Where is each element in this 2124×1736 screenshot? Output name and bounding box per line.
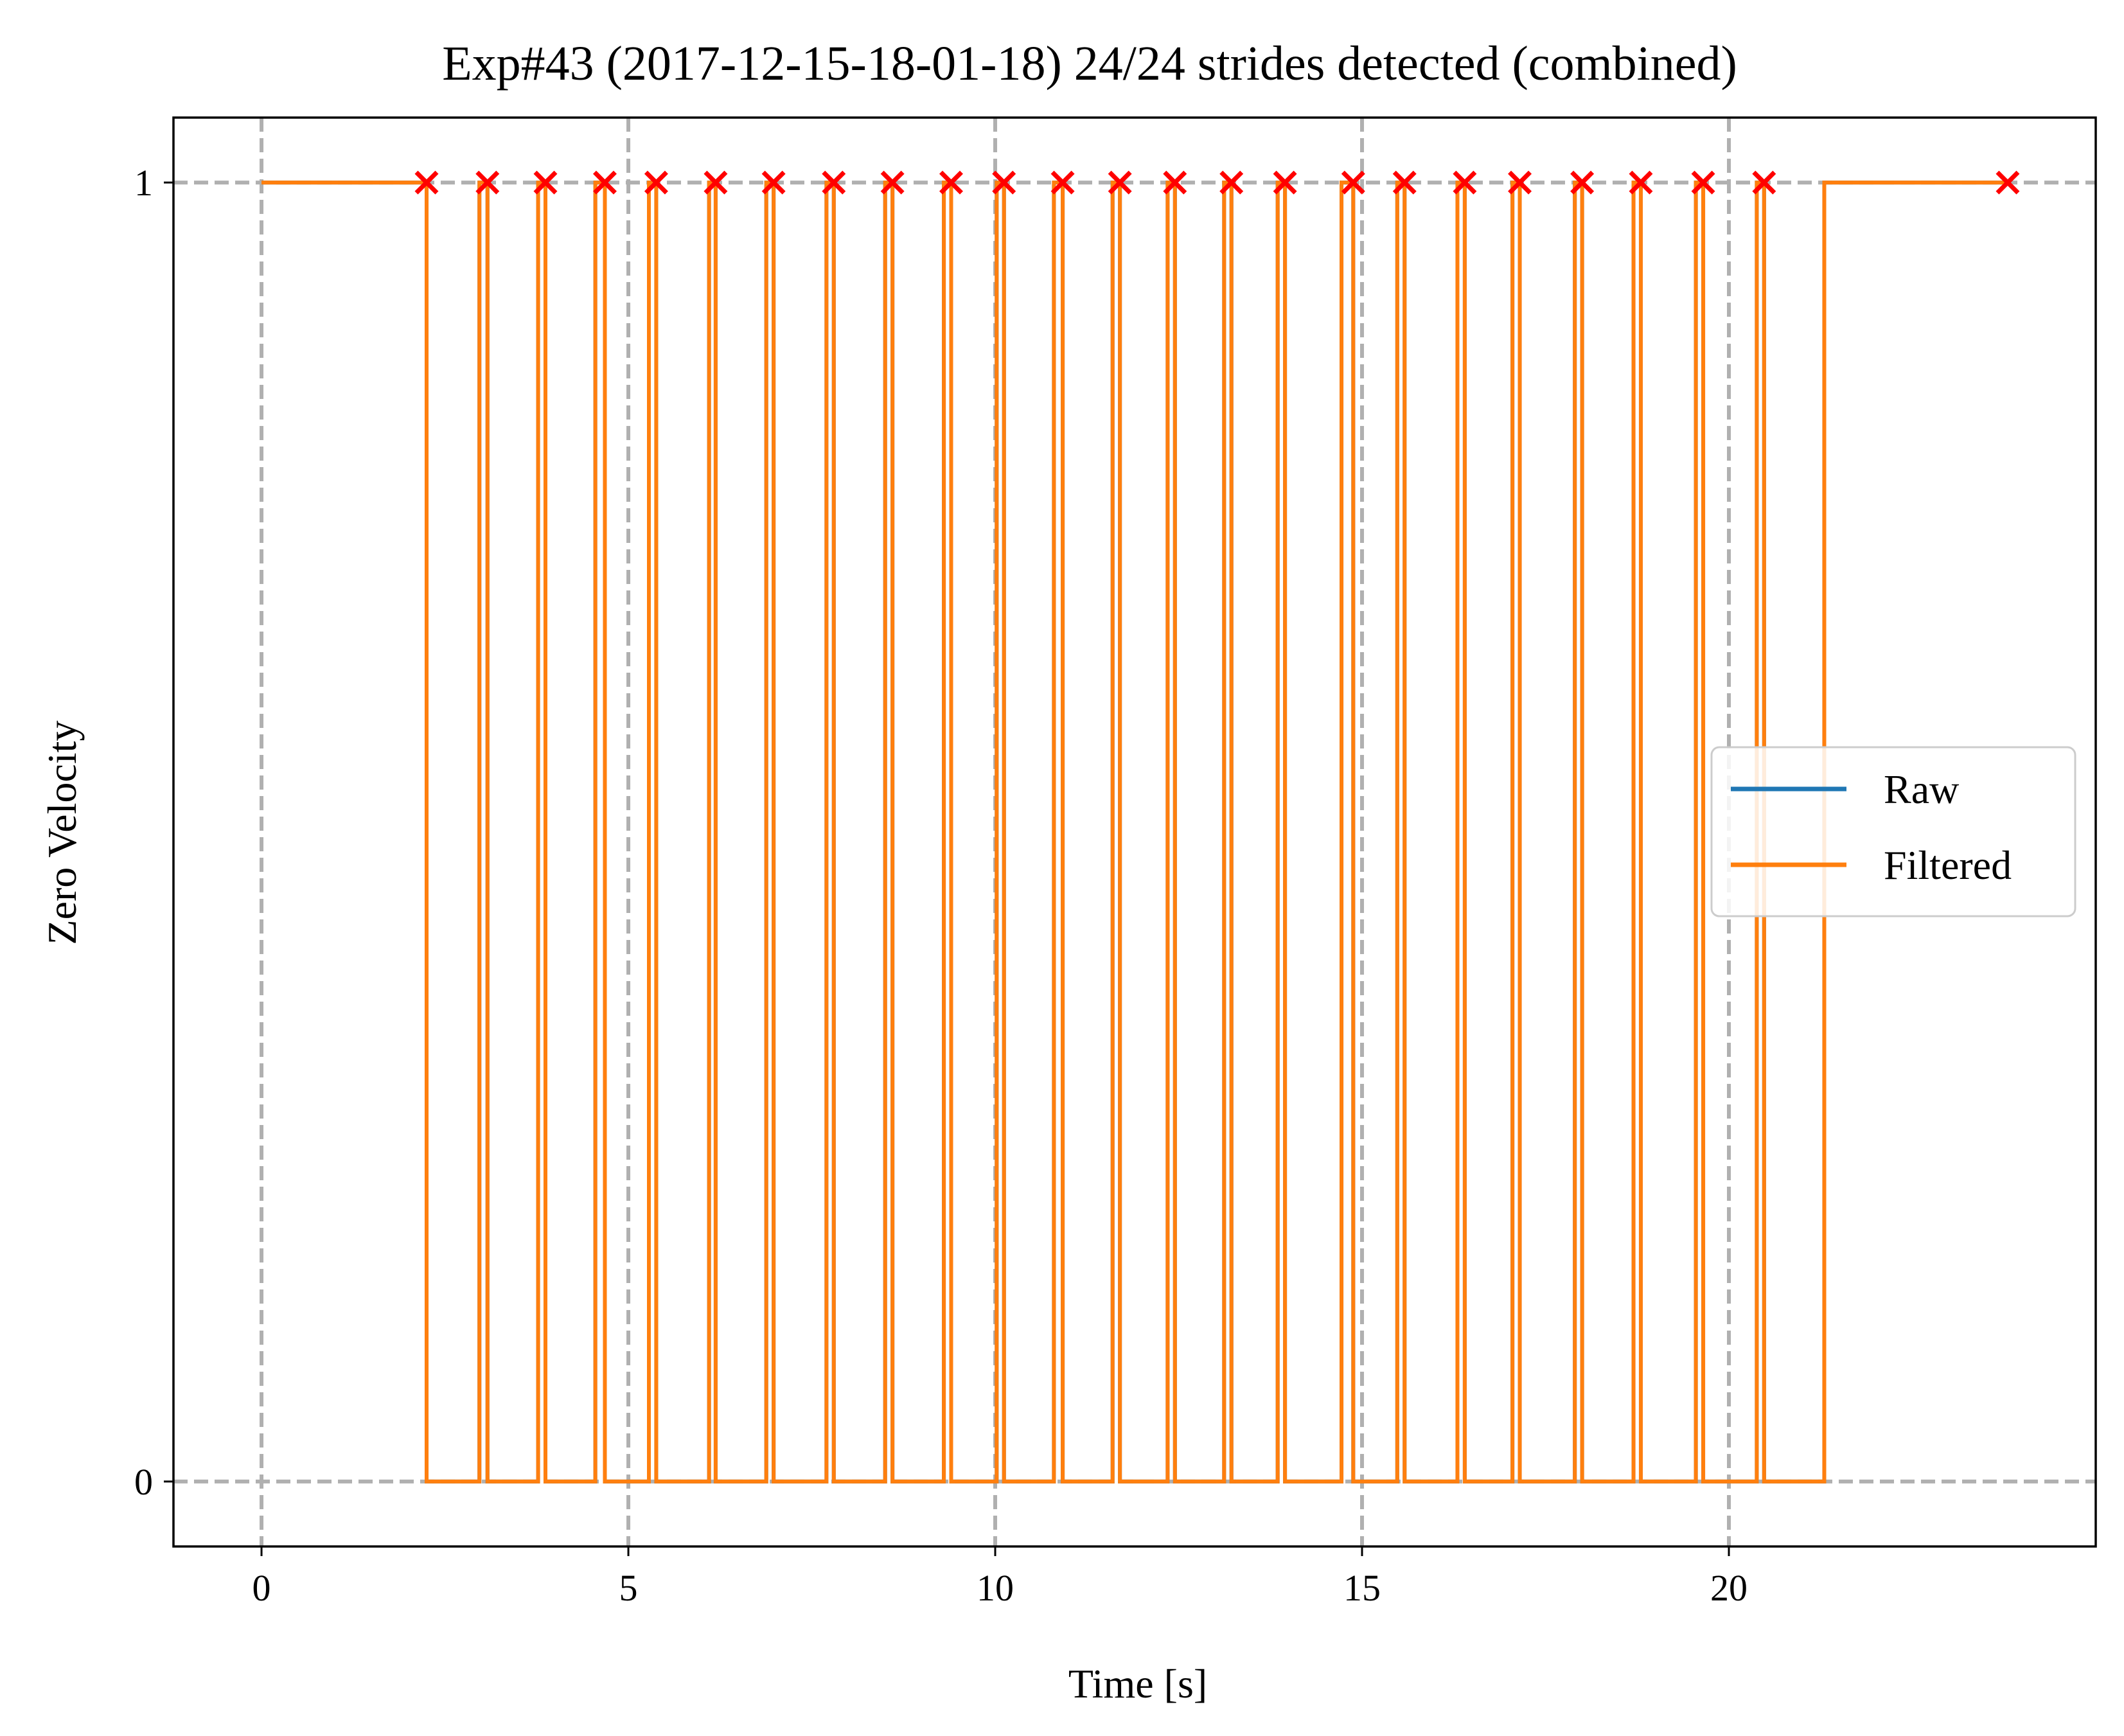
stride-marker xyxy=(1163,170,1187,195)
stride-marker xyxy=(593,170,617,195)
stride-marker xyxy=(1453,170,1477,195)
stride-marker-stroke xyxy=(704,170,728,195)
stride-marker-stroke xyxy=(414,170,439,195)
stride-marker xyxy=(1273,170,1297,195)
x-tick-label: 10 xyxy=(977,1567,1014,1609)
stride-markers xyxy=(414,170,2020,195)
x-axis-label: Time [s] xyxy=(1068,1661,1207,1706)
stride-marker xyxy=(1629,170,1653,195)
x-tick-label: 15 xyxy=(1343,1567,1381,1609)
stride-marker-stroke xyxy=(1163,170,1187,195)
x-tick-label: 5 xyxy=(619,1567,638,1609)
stride-marker xyxy=(1570,170,1595,195)
stride-marker-stroke xyxy=(1219,170,1244,195)
axis-ticks: 0 5 10 15 20 0 1 xyxy=(134,162,1748,1609)
stride-marker xyxy=(1691,170,1715,195)
y-tick-label: 1 xyxy=(134,162,153,204)
stride-marker-stroke xyxy=(533,170,558,195)
stride-marker-stroke xyxy=(761,170,786,195)
stride-marker xyxy=(939,170,963,195)
stride-marker-stroke xyxy=(1996,170,2020,195)
stride-marker xyxy=(414,170,439,195)
legend-label-raw: Raw xyxy=(1884,766,1959,812)
stride-marker-stroke xyxy=(822,170,846,195)
stride-marker-stroke xyxy=(1273,170,1297,195)
legend-label-filtered: Filtered xyxy=(1884,842,2012,888)
stride-marker xyxy=(1996,170,2020,195)
x-tick-label: 0 xyxy=(252,1567,271,1609)
stride-marker xyxy=(1752,170,1776,195)
stride-marker-stroke xyxy=(1392,170,1417,195)
legend: Raw Filtered xyxy=(1710,746,2076,917)
stride-marker xyxy=(1341,170,1365,195)
stride-marker xyxy=(761,170,786,195)
stride-marker-stroke xyxy=(1341,170,1365,195)
stride-marker-stroke xyxy=(1691,170,1715,195)
stride-marker-stroke xyxy=(1453,170,1477,195)
stride-marker-stroke xyxy=(880,170,905,195)
stride-marker xyxy=(1219,170,1244,195)
stride-marker xyxy=(880,170,905,195)
stride-marker xyxy=(533,170,558,195)
y-axis-label: Zero Velocity xyxy=(39,721,85,945)
stride-marker-stroke xyxy=(475,170,500,195)
stride-marker-stroke xyxy=(1629,170,1653,195)
stride-marker xyxy=(1108,170,1132,195)
stride-marker-stroke xyxy=(992,170,1016,195)
stride-marker-stroke xyxy=(593,170,617,195)
stride-marker xyxy=(704,170,728,195)
chart-title: Exp#43 (2017-12-15-18-01-18) 24/24 strid… xyxy=(442,37,1737,91)
stride-marker-stroke xyxy=(1570,170,1595,195)
plot-area-frame xyxy=(172,116,2097,1548)
stride-marker-stroke xyxy=(1508,170,1532,195)
stride-marker xyxy=(1050,170,1075,195)
stride-marker-stroke xyxy=(1050,170,1075,195)
stride-marker-stroke xyxy=(1108,170,1132,195)
stride-marker xyxy=(992,170,1016,195)
stride-marker xyxy=(822,170,846,195)
stride-marker xyxy=(1508,170,1532,195)
stride-marker-stroke xyxy=(644,170,668,195)
y-tick-label: 0 xyxy=(134,1461,153,1503)
x-tick-label: 20 xyxy=(1710,1567,1748,1609)
stride-marker-stroke xyxy=(939,170,963,195)
stride-marker xyxy=(475,170,500,195)
stride-marker xyxy=(1392,170,1417,195)
stride-marker xyxy=(644,170,668,195)
stride-marker-stroke xyxy=(1752,170,1776,195)
